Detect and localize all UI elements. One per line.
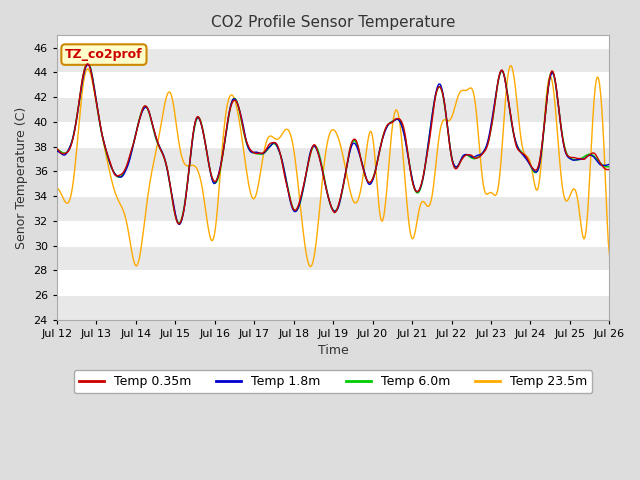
Temp 6.0m <box>53 147 61 153</box>
Temp 6.0m <box>384 122 392 128</box>
Bar <box>57 246 609 270</box>
Temp 0.35m <box>384 121 392 127</box>
Temp 23.5m <box>353 199 361 205</box>
Temp 1.8m <box>53 148 61 154</box>
Temp 1.8m <box>321 180 329 186</box>
Temp 0.35m <box>317 163 325 169</box>
Temp 1.8m <box>317 164 325 169</box>
Temp 0.35m <box>321 180 329 185</box>
Temp 6.0m <box>84 60 92 66</box>
Temp 23.5m <box>317 198 324 204</box>
Temp 6.0m <box>317 161 325 167</box>
Temp 1.8m <box>84 61 92 67</box>
Title: CO2 Profile Sensor Temperature: CO2 Profile Sensor Temperature <box>211 15 456 30</box>
Temp 0.35m <box>53 146 61 152</box>
Y-axis label: Senor Temperature (C): Senor Temperature (C) <box>15 107 28 249</box>
Line: Temp 23.5m: Temp 23.5m <box>57 65 609 267</box>
Temp 6.0m <box>605 164 613 169</box>
Temp 0.35m <box>175 221 182 227</box>
Temp 0.35m <box>605 167 613 172</box>
Temp 1.8m <box>176 221 184 227</box>
Temp 23.5m <box>320 165 328 171</box>
Temp 6.0m <box>175 220 182 226</box>
Temp 23.5m <box>383 186 390 192</box>
Temp 6.0m <box>508 122 516 128</box>
Temp 1.8m <box>384 122 392 128</box>
Temp 0.35m <box>84 61 92 67</box>
Temp 1.8m <box>595 160 602 166</box>
Temp 23.5m <box>307 264 314 270</box>
Temp 6.0m <box>321 178 329 184</box>
X-axis label: Time: Time <box>318 344 349 357</box>
Line: Temp 1.8m: Temp 1.8m <box>57 64 609 224</box>
Temp 1.8m <box>605 161 613 167</box>
Temp 0.35m <box>354 143 362 149</box>
Temp 23.5m <box>595 75 602 81</box>
Temp 1.8m <box>354 147 362 153</box>
Bar <box>57 196 609 221</box>
Temp 0.35m <box>595 157 602 163</box>
Bar <box>57 48 609 72</box>
Temp 23.5m <box>507 62 515 68</box>
Temp 1.8m <box>508 121 516 127</box>
Temp 6.0m <box>595 158 602 164</box>
Bar <box>57 146 609 171</box>
Text: TZ_co2prof: TZ_co2prof <box>65 48 143 61</box>
Temp 23.5m <box>605 252 613 257</box>
Bar <box>57 97 609 122</box>
Line: Temp 6.0m: Temp 6.0m <box>57 63 609 223</box>
Temp 0.35m <box>508 120 516 126</box>
Temp 6.0m <box>354 144 362 150</box>
Temp 23.5m <box>508 64 516 70</box>
Temp 23.5m <box>53 185 61 191</box>
Legend: Temp 0.35m, Temp 1.8m, Temp 6.0m, Temp 23.5m: Temp 0.35m, Temp 1.8m, Temp 6.0m, Temp 2… <box>74 370 593 393</box>
Line: Temp 0.35m: Temp 0.35m <box>57 64 609 224</box>
Bar <box>57 295 609 320</box>
